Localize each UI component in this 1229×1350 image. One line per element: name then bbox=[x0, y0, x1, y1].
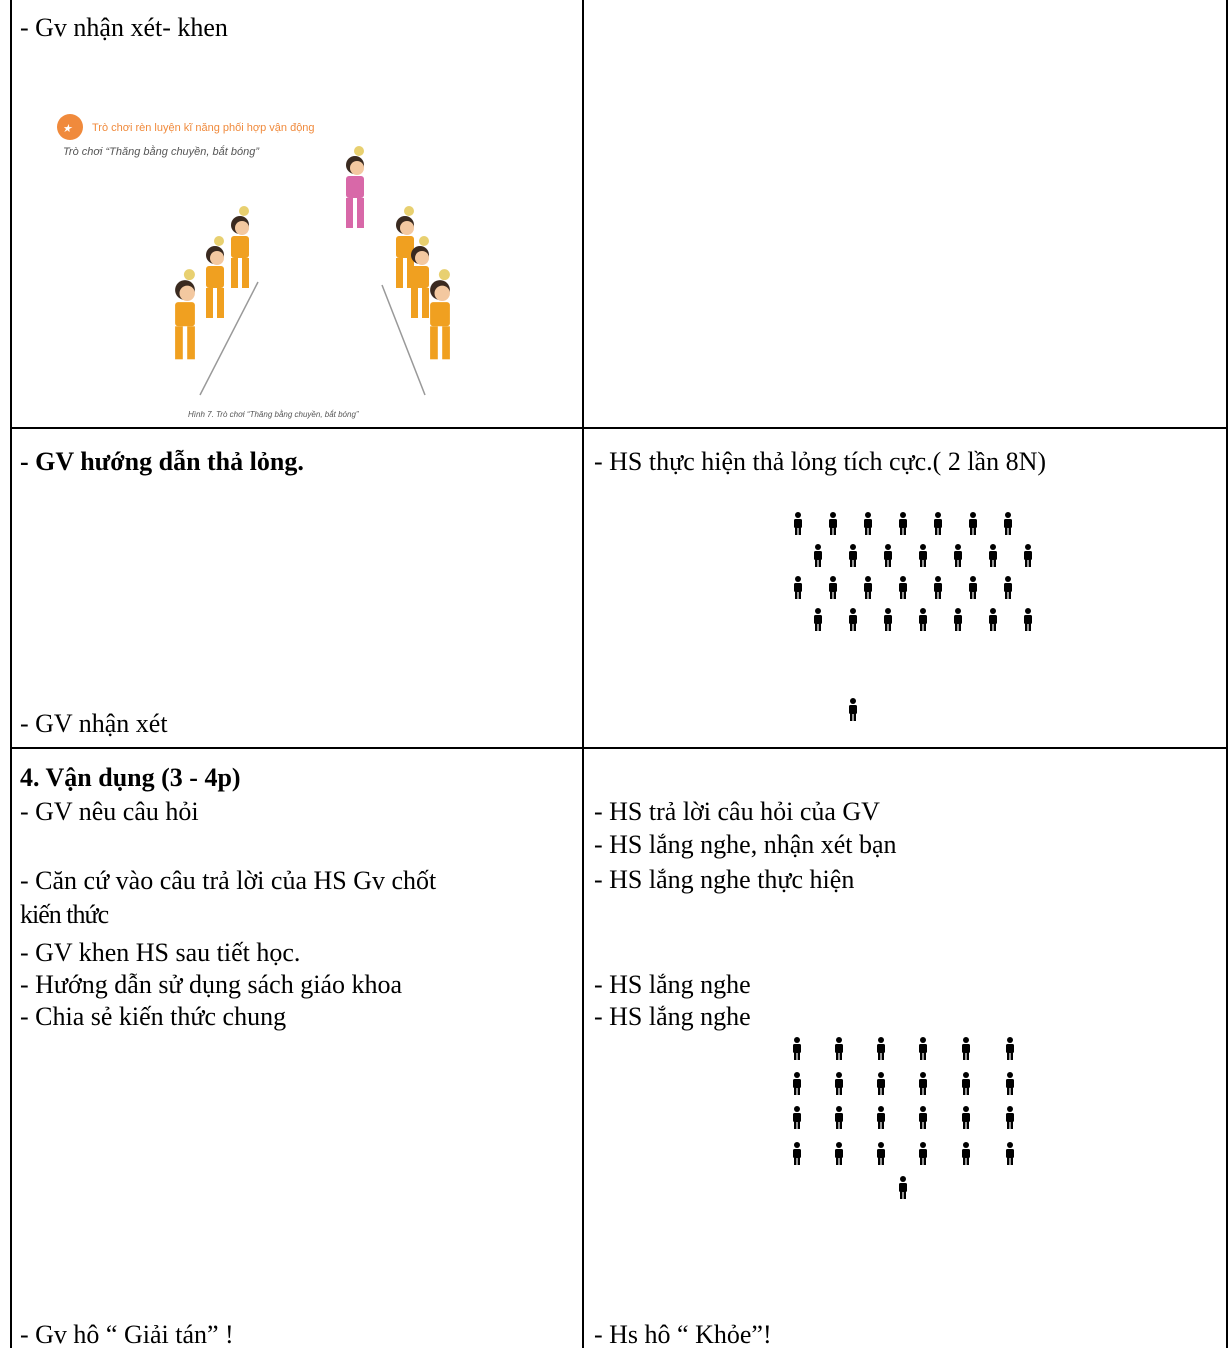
person-icon bbox=[969, 576, 977, 599]
person-icon bbox=[954, 608, 962, 631]
text: - Gv nhận xét- khen bbox=[20, 13, 228, 42]
person-icon bbox=[899, 512, 907, 535]
person-icon bbox=[877, 1037, 885, 1060]
person-icon bbox=[919, 1142, 927, 1165]
person-icon bbox=[793, 1106, 801, 1129]
text: - Hướng dẫn sử dụng sách giáo khoa bbox=[20, 970, 403, 999]
border bbox=[10, 0, 12, 1348]
person-icon bbox=[962, 1106, 970, 1129]
person-icon bbox=[877, 1072, 885, 1095]
person-icon bbox=[835, 1106, 843, 1129]
child-drawing bbox=[430, 269, 450, 360]
figure-caption: Hình 7. Trò chơi “Thăng bằng chuyền, bắt… bbox=[188, 410, 359, 419]
person-icon bbox=[962, 1142, 970, 1165]
person-icon bbox=[989, 608, 997, 631]
figure-header: Trò chơi rèn luyện kĩ năng phối hợp vận … bbox=[92, 122, 315, 134]
text: - Chia sẻ kiến thức chung bbox=[20, 1002, 287, 1031]
person-icon bbox=[919, 1072, 927, 1095]
text: - HS lắng nghe bbox=[594, 1002, 751, 1031]
person-icon bbox=[794, 512, 802, 535]
person-icon bbox=[829, 576, 837, 599]
text: - Gv hô “ Giải tán” ! bbox=[20, 1320, 234, 1349]
child-drawing bbox=[206, 236, 224, 318]
person-icon bbox=[1006, 1037, 1014, 1060]
person-icon bbox=[835, 1142, 843, 1165]
border bbox=[1226, 0, 1228, 1348]
border bbox=[582, 0, 584, 1348]
child-drawing bbox=[175, 269, 195, 360]
person-icon bbox=[1024, 544, 1032, 567]
person-icon bbox=[969, 512, 977, 535]
child-drawing bbox=[396, 206, 414, 288]
person-icon bbox=[934, 512, 942, 535]
person-icon bbox=[1006, 1142, 1014, 1165]
person-icon bbox=[793, 1142, 801, 1165]
person-icon bbox=[835, 1037, 843, 1060]
svg-text:★: ★ bbox=[62, 123, 73, 135]
text: - HS lắng nghe thực hiện bbox=[594, 865, 855, 894]
person-icon bbox=[864, 576, 872, 599]
person-icon bbox=[989, 544, 997, 567]
person-icon bbox=[849, 608, 857, 631]
person-icon bbox=[1004, 576, 1012, 599]
person-icon bbox=[793, 1072, 801, 1095]
person-icon bbox=[849, 698, 857, 721]
person-icon bbox=[1006, 1106, 1014, 1129]
person-icon bbox=[884, 608, 892, 631]
person-icon bbox=[1004, 512, 1012, 535]
figure-subtitle: Trò chơi “Thăng bằng chuyền, bắt bóng” bbox=[63, 145, 260, 158]
person-icon bbox=[814, 544, 822, 567]
person-icon bbox=[1024, 608, 1032, 631]
child-drawing bbox=[411, 236, 429, 318]
person-icon bbox=[954, 544, 962, 567]
text: - HS trả lời câu hỏi của GV bbox=[594, 797, 880, 826]
border bbox=[10, 427, 1228, 429]
child-drawing bbox=[231, 206, 249, 288]
text: 4. Vận dụng (3 - 4p) bbox=[20, 763, 241, 792]
person-icon bbox=[962, 1037, 970, 1060]
person-icon bbox=[829, 512, 837, 535]
text: - Căn cứ vào câu trả lời của HS Gv chốt bbox=[20, 866, 437, 895]
person-icon bbox=[934, 576, 942, 599]
person-icon bbox=[899, 1176, 907, 1199]
person-icon bbox=[835, 1072, 843, 1095]
person-icon bbox=[793, 1037, 801, 1060]
text: - HS lắng nghe bbox=[594, 970, 751, 999]
person-icon bbox=[794, 576, 802, 599]
person-icon bbox=[877, 1106, 885, 1129]
person-icon bbox=[884, 544, 892, 567]
person-icon bbox=[919, 1037, 927, 1060]
person-icon bbox=[919, 544, 927, 567]
child-drawing bbox=[346, 146, 364, 228]
border bbox=[10, 747, 1228, 749]
person-icon bbox=[864, 512, 872, 535]
person-icon bbox=[849, 544, 857, 567]
person-icon bbox=[814, 608, 822, 631]
text: - GV hướng dẫn thả lỏng. bbox=[20, 447, 304, 476]
text: - Hs hô “ Khỏe”! bbox=[594, 1320, 772, 1349]
text: kiến thức bbox=[20, 900, 109, 929]
text: - HS thực hiện thả lỏng tích cực.( 2 lần… bbox=[594, 447, 1047, 476]
person-icon bbox=[899, 576, 907, 599]
person-icon bbox=[919, 1106, 927, 1129]
person-icon bbox=[962, 1072, 970, 1095]
person-icon bbox=[1006, 1072, 1014, 1095]
text: - GV nêu câu hỏi bbox=[20, 797, 199, 826]
text: - GV khen HS sau tiết học. bbox=[20, 938, 301, 967]
game-figure: ★ Trò chơi rèn luyện kĩ năng phối hợp vậ… bbox=[57, 114, 450, 419]
text: - GV nhận xét bbox=[20, 709, 168, 738]
person-icon bbox=[877, 1142, 885, 1165]
text: - HS lắng nghe, nhận xét bạn bbox=[594, 830, 897, 859]
person-icon bbox=[919, 608, 927, 631]
